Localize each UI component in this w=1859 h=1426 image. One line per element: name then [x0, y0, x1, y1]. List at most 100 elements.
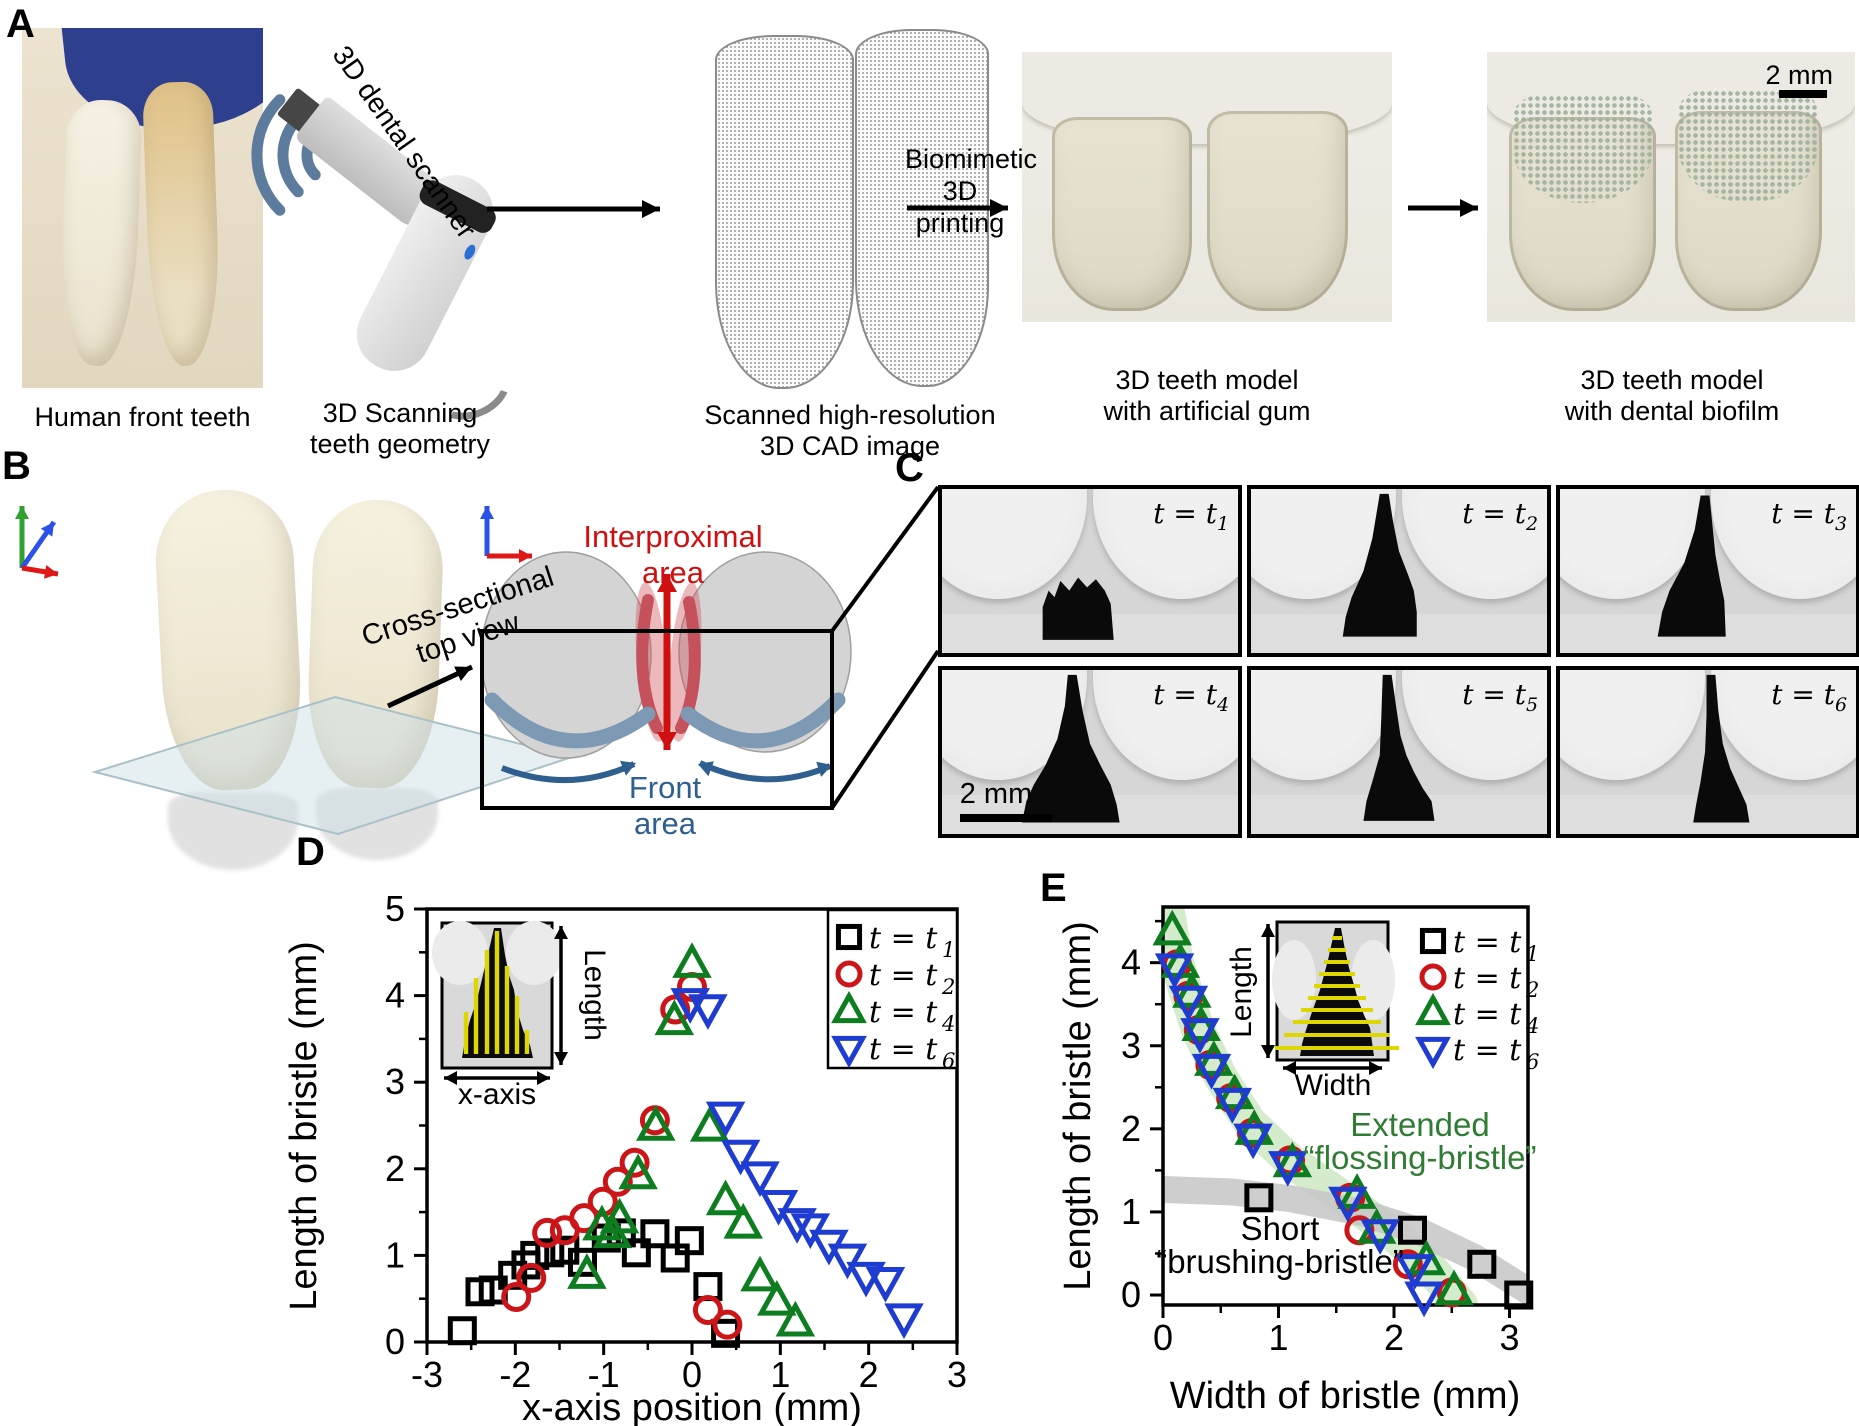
caption-human-teeth: Human front teeth	[34, 402, 251, 432]
svg-text:t = t: t = t	[1453, 961, 1522, 996]
panel-d-label: D	[296, 830, 325, 874]
timelapse-frame: t = t2	[1247, 485, 1551, 657]
svg-text:t = t: t = t	[1453, 1033, 1522, 1068]
svg-text:2: 2	[941, 975, 955, 999]
svg-text:4: 4	[941, 1012, 955, 1036]
caption-scanning: 3D Scanning teeth geometry	[290, 398, 510, 460]
svg-text:0: 0	[1121, 1274, 1141, 1315]
biofilm-model-photo: 2 mm	[1487, 52, 1855, 322]
svg-text:-3: -3	[411, 1354, 443, 1395]
time-label: t = t6	[1771, 678, 1848, 717]
svg-text:2: 2	[1525, 978, 1539, 1002]
svg-text:3: 3	[947, 1354, 967, 1395]
time-label: t = t5	[1462, 678, 1539, 717]
panel-a-label: A	[6, 2, 35, 46]
svg-text:2: 2	[1121, 1108, 1141, 1149]
timelapse-frame: t = t6	[1556, 666, 1859, 838]
svg-text:t = t: t = t	[869, 958, 938, 993]
svg-text:0: 0	[682, 1354, 702, 1395]
svg-text:Length of bristle (mm): Length of bristle (mm)	[283, 941, 325, 1311]
svg-text:4: 4	[385, 975, 405, 1016]
gum-model-photo	[1022, 52, 1392, 322]
time-label: t = t2	[1462, 497, 1539, 536]
svg-text:Width: Width	[1295, 1069, 1372, 1102]
cad-tooth-shape	[715, 35, 854, 389]
caption-line: with artificial gum	[1103, 396, 1311, 426]
caption-gum: 3D teeth model with artificial gum	[1047, 365, 1367, 427]
svg-text:Length: Length	[1225, 946, 1258, 1038]
svg-text:6: 6	[942, 1049, 955, 1073]
svg-text:Length: Length	[578, 949, 611, 1041]
svg-text:t = t: t = t	[1453, 997, 1522, 1032]
svg-text:1: 1	[385, 1234, 405, 1275]
svg-text:5: 5	[385, 888, 405, 929]
svg-text:x-axis: x-axis	[458, 1078, 536, 1111]
svg-text:2: 2	[1384, 1317, 1404, 1358]
svg-text:4: 4	[1525, 1014, 1539, 1038]
caption-line: 3D CAD image	[759, 431, 941, 461]
scalebar	[959, 814, 1052, 823]
svg-text:3: 3	[385, 1061, 405, 1102]
caption-cad: Scanned high-resolution 3D CAD image	[690, 400, 1010, 462]
svg-text:“brushing-bristle”: “brushing-bristle”	[1156, 1243, 1404, 1280]
caption-line: Scanned high-resolution	[704, 400, 996, 430]
panel-b-label: B	[2, 444, 31, 488]
caption-line: 3D Scanning	[322, 398, 478, 428]
front-area-label: Front area	[628, 770, 702, 841]
svg-text:t = t: t = t	[869, 995, 938, 1030]
svg-text:x-axis position (mm): x-axis position (mm)	[522, 1387, 862, 1426]
svg-text:1: 1	[770, 1354, 790, 1395]
time-label: t = t3	[1771, 497, 1848, 536]
svg-text:0: 0	[1153, 1317, 1173, 1358]
svg-text:Length of bristle (mm): Length of bristle (mm)	[1057, 921, 1099, 1291]
svg-text:“flossing-bristle”: “flossing-bristle”	[1304, 1139, 1537, 1176]
svg-text:3: 3	[1500, 1317, 1520, 1358]
svg-text:-1: -1	[588, 1354, 620, 1395]
svg-text:1: 1	[942, 938, 955, 962]
panel-e-inset: Length Width	[1225, 920, 1399, 1102]
scalebar-label: 2 mm	[959, 778, 1033, 811]
timelapse-frame: t = t5	[1247, 666, 1551, 838]
biofilm-speckle	[1512, 95, 1653, 204]
caption-biofilm: 3D teeth model with dental biofilm	[1512, 365, 1832, 427]
svg-text:6: 6	[1526, 1050, 1539, 1074]
svg-text:t = t: t = t	[1453, 925, 1522, 960]
biofilm-speckle	[1678, 89, 1819, 204]
time-label: t = t4	[1153, 678, 1230, 717]
caption-line: 3D teeth model	[1115, 365, 1299, 395]
timelapse-frame: t = t1	[938, 485, 1242, 657]
caption-line: with dental biofilm	[1564, 396, 1780, 426]
svg-text:-2: -2	[499, 1354, 531, 1395]
panel-d-inset: Length x-axis	[432, 921, 611, 1111]
svg-text:Short: Short	[1241, 1210, 1320, 1247]
svg-text:3: 3	[1121, 1025, 1141, 1066]
interproximal-area-label: Interproximal area	[583, 519, 763, 590]
svg-text:0: 0	[385, 1321, 405, 1362]
biomimetic-label: Biomimetic 3D printing	[905, 143, 1038, 239]
resin-tooth-shape	[1051, 116, 1193, 312]
svg-text:Extended: Extended	[1350, 1106, 1489, 1143]
caption-line: 3D printing	[915, 176, 1005, 238]
svg-text:1: 1	[1268, 1317, 1288, 1358]
human-teeth-photo	[22, 28, 263, 388]
caption-line: 3D teeth model	[1580, 365, 1764, 395]
caption-line: teeth geometry	[309, 429, 491, 459]
svg-text:1: 1	[1121, 1191, 1141, 1232]
scalebar	[1779, 90, 1827, 98]
scalebar-label: 2 mm	[1765, 60, 1834, 90]
timelapse-frame: t = t4 2 mm	[938, 666, 1242, 838]
time-label: t = t1	[1153, 497, 1230, 536]
svg-text:t = t: t = t	[869, 921, 938, 956]
svg-text:2: 2	[385, 1148, 405, 1189]
svg-text:2: 2	[859, 1354, 879, 1395]
resin-tooth-shape	[1207, 111, 1348, 312]
svg-text:Width of bristle (mm): Width of bristle (mm)	[1170, 1375, 1520, 1417]
timelapse-frame: t = t3	[1556, 485, 1859, 657]
svg-text:4: 4	[1121, 942, 1141, 983]
caption-line: Biomimetic	[905, 144, 1038, 174]
panel-e-label: E	[1040, 866, 1067, 910]
svg-text:t = t: t = t	[869, 1032, 938, 1067]
